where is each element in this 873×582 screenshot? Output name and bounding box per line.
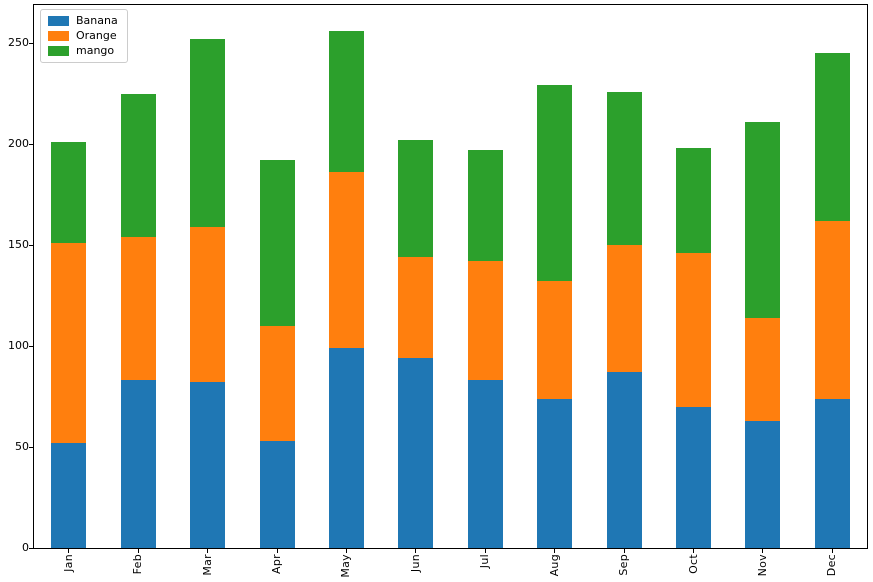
x-tick-label-jun: Jun	[408, 554, 422, 573]
legend-label-banana: Banana	[76, 14, 118, 27]
bar-segment-banana-apr	[259, 440, 295, 548]
bar-segment-orange-mar	[190, 226, 225, 383]
x-tick-sep	[623, 549, 625, 553]
bar-segment-orange-jan	[51, 243, 87, 443]
legend-label-mango: mango	[76, 44, 115, 57]
x-tick-label-jan: Jan	[61, 554, 75, 572]
x-tick-aug	[554, 549, 556, 553]
x-tick-dec	[831, 549, 833, 553]
bar-segment-banana-dec	[814, 398, 850, 548]
legend-item-banana: Banana	[48, 15, 118, 27]
bar-segment-banana-jun	[398, 358, 434, 548]
bar-segment-orange-aug	[537, 281, 573, 399]
bar-segment-mango-feb	[120, 93, 156, 237]
bar-segment-mango-apr	[259, 160, 295, 326]
bar-segment-orange-jun	[398, 257, 434, 359]
x-tick-nov	[762, 549, 764, 553]
y-tick-label-200: 200	[8, 137, 29, 150]
legend-swatch-orange	[48, 31, 69, 41]
bar-segment-orange-dec	[814, 220, 850, 399]
bar-may	[328, 30, 364, 548]
y-tick-250	[29, 42, 33, 44]
x-tick-apr	[276, 549, 278, 553]
bar-dec	[814, 53, 850, 548]
y-tick-100	[29, 345, 33, 347]
y-tick-label-150: 150	[8, 238, 29, 251]
bar-segment-banana-mar	[190, 382, 225, 548]
x-tick-oct	[693, 549, 694, 553]
y-tick-label-100: 100	[8, 339, 29, 352]
bar-apr	[259, 160, 295, 548]
bar-segment-banana-nov	[745, 420, 781, 548]
x-tick-may	[345, 549, 347, 553]
bar-segment-banana-feb	[120, 380, 156, 548]
legend-label-orange: Orange	[76, 29, 117, 42]
bar-segment-orange-oct	[676, 253, 711, 407]
y-tick-label-250: 250	[8, 36, 29, 49]
x-tick-mar	[207, 549, 208, 553]
bar-mar	[190, 39, 225, 548]
bar-segment-orange-may	[328, 172, 364, 348]
legend-item-orange: Orange	[48, 30, 118, 42]
x-tick-label-sep: Sep	[617, 554, 630, 576]
legend-swatch-banana	[48, 16, 69, 26]
legend-swatch-mango	[48, 46, 69, 56]
x-tick-label-nov: Nov	[755, 554, 769, 577]
x-tick-jun	[415, 549, 417, 553]
bar-segment-mango-jul	[467, 150, 503, 262]
x-tick-feb	[137, 549, 139, 553]
bar-segment-orange-nov	[745, 317, 781, 421]
bar-jan	[51, 142, 87, 548]
bar-segment-orange-sep	[606, 245, 642, 373]
x-tick-jan	[68, 549, 70, 553]
x-tick-label-aug: Aug	[547, 554, 561, 577]
bar-segment-mango-jan	[51, 142, 87, 243]
bar-segment-banana-jan	[51, 443, 87, 548]
bar-segment-orange-feb	[120, 236, 156, 381]
bar-jun	[398, 139, 434, 548]
bar-aug	[537, 85, 573, 548]
legend: Banana Orange mango	[40, 9, 128, 63]
bar-segment-mango-mar	[190, 39, 225, 227]
y-tick-label-50: 50	[15, 440, 29, 453]
bar-oct	[676, 148, 711, 548]
bar-segment-mango-aug	[537, 85, 573, 282]
y-tick-200	[29, 143, 33, 145]
bar-segment-banana-oct	[676, 406, 711, 548]
bar-segment-mango-jun	[398, 139, 434, 258]
bar-nov	[745, 121, 781, 548]
bar-feb	[120, 93, 156, 548]
bar-segment-mango-may	[328, 30, 364, 173]
bar-segment-banana-may	[328, 348, 364, 548]
x-tick-label-apr: Apr	[270, 554, 283, 574]
plot-area	[33, 4, 868, 549]
bar-jul	[467, 150, 503, 548]
bar-segment-orange-apr	[259, 325, 295, 441]
bar-segment-banana-aug	[537, 398, 573, 548]
y-tick-0	[29, 547, 33, 549]
bar-segment-mango-oct	[676, 148, 711, 254]
x-tick-label-oct: Oct	[686, 554, 700, 574]
bar-segment-banana-sep	[606, 372, 642, 548]
y-tick-150	[29, 244, 33, 246]
x-tick-label-feb: Feb	[131, 554, 145, 575]
legend-item-mango: mango	[48, 45, 118, 57]
x-tick-jul	[484, 549, 486, 553]
x-tick-label-jul: Jul	[478, 554, 492, 569]
x-tick-label-may: May	[339, 554, 353, 578]
bar-segment-mango-dec	[814, 53, 850, 221]
x-tick-label-mar: Mar	[200, 554, 214, 576]
bar-sep	[606, 91, 642, 548]
bar-segment-mango-nov	[745, 121, 781, 318]
y-tick-label-0: 0	[22, 541, 29, 554]
bar-segment-mango-sep	[606, 91, 642, 246]
bar-segment-orange-jul	[467, 261, 503, 381]
y-tick-50	[29, 446, 33, 448]
bar-segment-banana-jul	[467, 380, 503, 548]
x-tick-label-dec: Dec	[825, 554, 839, 577]
